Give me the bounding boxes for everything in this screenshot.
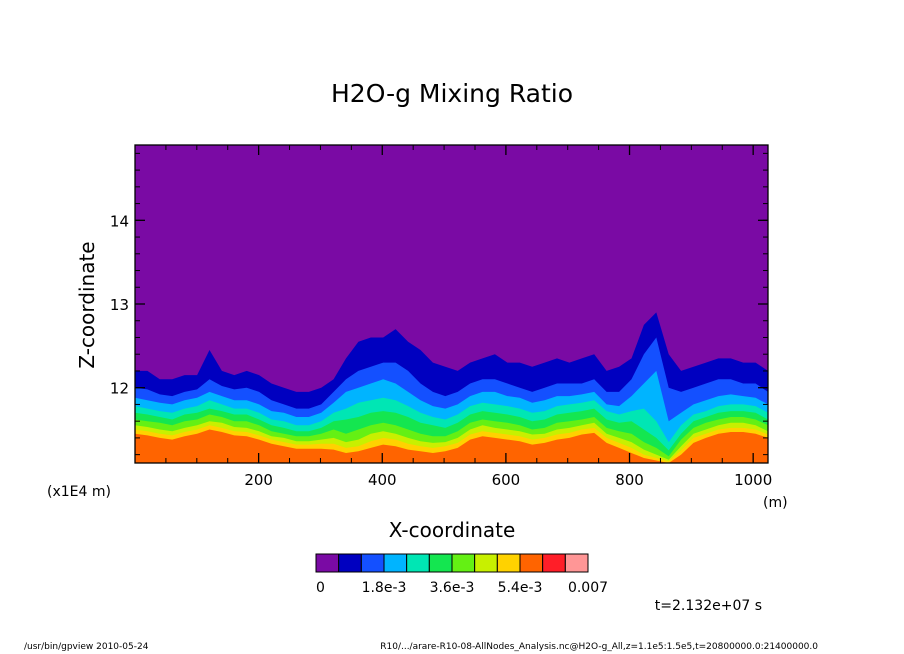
colorbar-swatch xyxy=(360,553,385,573)
x-tick-label: 400 xyxy=(368,471,397,489)
colorbar-swatch xyxy=(474,553,498,573)
footer-left: /usr/bin/gpview 2010-05-24 xyxy=(24,642,149,652)
colorbar-tick-label: 5.4e-3 xyxy=(498,580,543,596)
colorbar-swatch xyxy=(406,553,430,573)
colorbar-tick-label: 3.6e-3 xyxy=(430,580,475,596)
colorbar-swatch xyxy=(428,553,453,573)
contour-band-8 xyxy=(135,429,768,463)
x-axis-label: X-coordinate xyxy=(389,518,516,542)
x-tick-label: 1000 xyxy=(734,471,772,489)
y-axis-unit: (x1E4 m) xyxy=(47,484,111,500)
y-tick-label: 14 xyxy=(110,212,129,230)
colorbar-swatch xyxy=(338,553,362,573)
plot-axes: 200 400 600 800 1000 12 13 14 xyxy=(110,144,772,489)
y-axis-label: Z-coordinate xyxy=(75,241,99,368)
colorbar-swatch xyxy=(315,553,340,573)
y-tick-label: 12 xyxy=(110,380,129,398)
colorbar: 0 1.8e-3 3.6e-3 5.4e-3 0.007 xyxy=(315,553,608,596)
footer-right: R10/.../arare-R10-08-AllNodes_Analysis.n… xyxy=(380,642,818,652)
colorbar-tick-label: 0.007 xyxy=(568,580,608,596)
colorbar-tick-label: 1.8e-3 xyxy=(362,580,407,596)
colorbar-swatch xyxy=(542,553,566,573)
time-label: t=2.132e+07 s xyxy=(655,598,762,614)
chart-title: H2O-g Mixing Ratio xyxy=(331,79,573,108)
colorbar-swatch xyxy=(451,553,476,573)
x-tick-label: 600 xyxy=(492,471,521,489)
mixing-ratio-field xyxy=(135,145,768,463)
y-tick-label: 13 xyxy=(110,296,129,314)
x-tick-label: 200 xyxy=(244,471,273,489)
colorbar-swatch xyxy=(564,553,589,573)
x-tick-label: 800 xyxy=(615,471,644,489)
colorbar-swatch xyxy=(383,553,408,573)
x-axis-unit: (m) xyxy=(763,495,788,511)
colorbar-swatch xyxy=(519,553,544,573)
colorbar-swatch xyxy=(496,553,521,573)
colorbar-tick-label: 0 xyxy=(316,580,325,596)
